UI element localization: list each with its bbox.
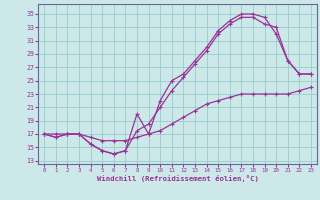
X-axis label: Windchill (Refroidissement éolien,°C): Windchill (Refroidissement éolien,°C) [97,175,259,182]
